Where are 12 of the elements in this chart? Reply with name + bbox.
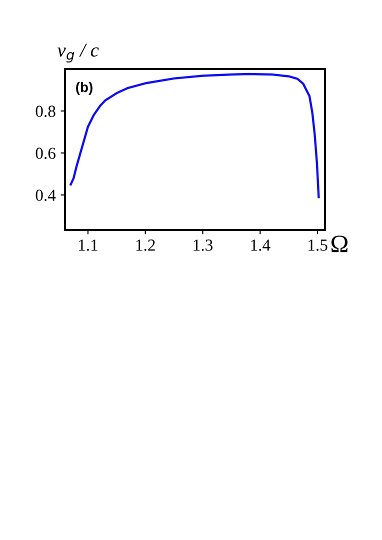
x-tick-label: 1.2 <box>136 240 155 251</box>
y-tick-label: 0.4 <box>36 190 56 201</box>
line-series <box>70 72 320 198</box>
y-axis-title: v$_{g}$ / c <box>57 44 99 63</box>
x-tick-label: 1.3 <box>194 240 213 251</box>
x-tick-label: 1.5 <box>308 240 328 251</box>
x-axis-title: Ω <box>331 236 348 252</box>
x-tick-label: 1.4 <box>251 240 270 251</box>
y-tick-label: 0.6 <box>36 148 56 159</box>
x-tick-label: 1.1 <box>79 240 98 251</box>
annotation: (b) <box>76 82 92 95</box>
y-tick-label: 0.8 <box>36 106 56 117</box>
